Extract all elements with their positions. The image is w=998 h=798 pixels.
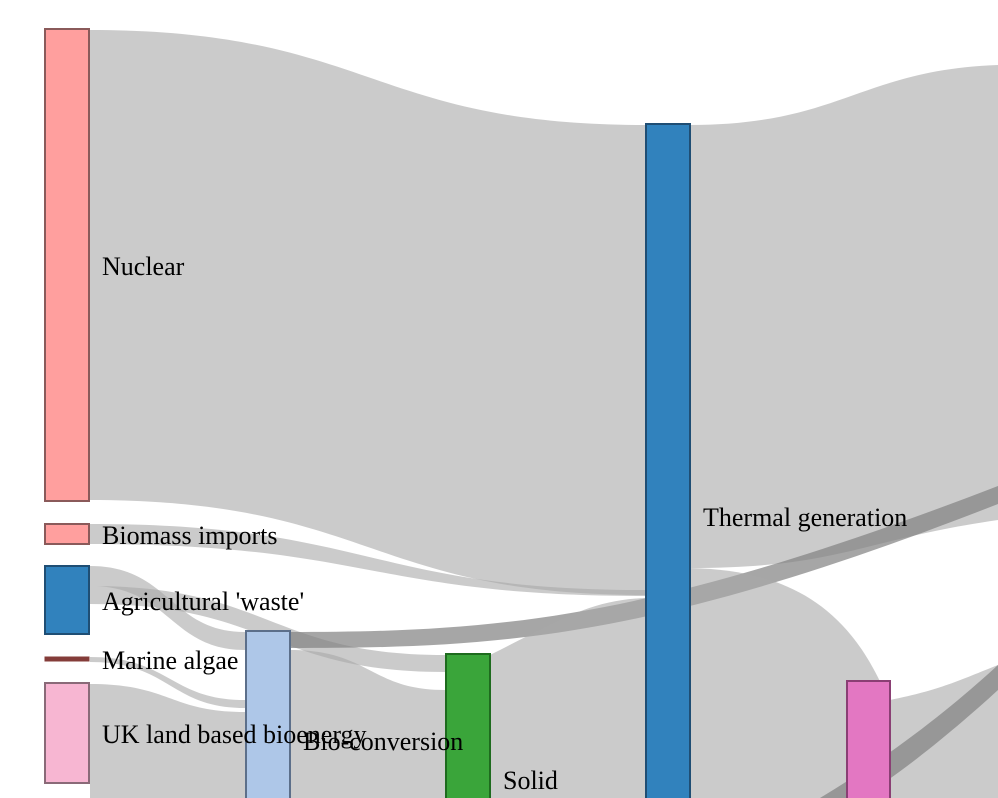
node-unlabeled-pink[interactable] [846,680,891,798]
node-nuclear[interactable] [44,28,90,502]
label-solid: Solid [503,766,558,795]
label-marine-algae: Marine algae [102,646,238,675]
label-nuclear: Nuclear [102,252,185,281]
node-uk-land-bioenergy[interactable] [44,682,90,784]
link-agri-solid [90,586,445,672]
label-agricultural-waste: Agricultural 'waste' [102,587,304,616]
node-marine-algae[interactable] [44,656,90,662]
node-solid[interactable] [445,653,491,798]
node-biomass-imports[interactable] [44,523,90,545]
node-thermal-generation[interactable] [645,123,691,798]
link-thermal-pink [690,568,890,798]
link-solid-thermal [490,598,645,798]
node-bio-conversion[interactable] [245,630,291,798]
link-ukland-bioconv [90,684,245,798]
nodes [44,28,891,798]
link-bioconv-solid [290,650,445,798]
label-thermal-generation: Thermal generation [703,503,907,532]
label-bio-conversion: Bio-conversion [303,727,463,756]
link-algae-bioconv [90,657,245,708]
link-nuclear-thermal [90,30,645,595]
labels: Nuclear Biomass imports Agricultural 'wa… [102,252,907,795]
node-agricultural-waste[interactable] [44,565,90,635]
links [90,30,998,798]
link-biomass-imports [90,524,645,596]
link-thermal-out [690,65,998,568]
label-uk-land-bioenergy: UK land based bioenergy [102,720,367,749]
label-biomass-imports: Biomass imports [102,521,278,550]
